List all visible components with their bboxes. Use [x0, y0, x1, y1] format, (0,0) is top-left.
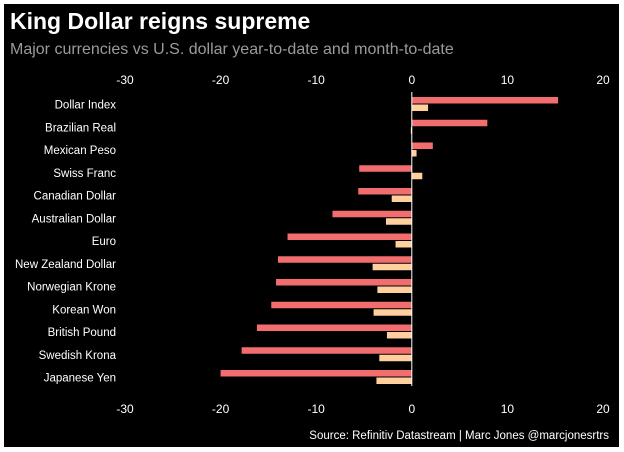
bottom-tick-label: -30: [116, 402, 134, 416]
category-label: Euro: [92, 236, 116, 248]
mtd-bar: [373, 309, 412, 316]
ytd-bar: [256, 324, 412, 331]
mtd-bar: [377, 286, 412, 293]
mtd-bar: [386, 332, 412, 339]
category-label: Swiss Franc: [53, 168, 116, 180]
bottom-tick-label: -10: [308, 402, 326, 416]
ytd-bar: [332, 210, 412, 218]
mtd-bar: [411, 150, 417, 157]
mtd-bar: [411, 172, 423, 180]
bars: [220, 97, 559, 384]
ytd-bar: [287, 233, 412, 240]
category-label: Dollar Index: [55, 100, 117, 112]
ytd-bar: [271, 301, 412, 309]
mtd-bar: [391, 195, 412, 202]
ytd-bar: [220, 370, 412, 377]
ytd-bar: [276, 279, 412, 286]
mtd-bar: [411, 104, 429, 111]
top-tick-label: -30: [116, 73, 134, 87]
category-label: Australian Dollar: [32, 213, 117, 225]
ytd-bar: [277, 256, 412, 263]
bottom-tick-label: -20: [212, 402, 230, 416]
mtd-bar: [372, 263, 412, 271]
ytd-bar: [411, 97, 559, 104]
bottom-tick-label: 20: [596, 402, 610, 416]
top-tick-label: -10: [308, 73, 326, 87]
chart-subtitle: Major currencies vs U.S. dollar year-to-…: [10, 41, 454, 58]
category-label: Mexican Peso: [44, 145, 116, 157]
source-note: Source: Refinitiv Datastream | Marc Jone…: [309, 430, 609, 442]
ytd-bar: [241, 347, 412, 354]
category-label: British Pound: [48, 327, 116, 339]
top-tick-label: 0: [408, 73, 415, 87]
category-label: Korean Won: [52, 304, 116, 316]
bottom-tick-label: 10: [501, 402, 515, 416]
ytd-bar: [358, 188, 412, 195]
ytd-bar: [359, 165, 412, 172]
top-axis-ticks: -30 -20 -10 0 10 20: [116, 73, 610, 87]
bottom-axis-ticks: -30 -20 -10 0 10 20: [116, 402, 610, 416]
ytd-bar: [411, 142, 433, 149]
top-tick-label: -20: [212, 73, 230, 87]
category-label: Japanese Yen: [44, 373, 116, 385]
category-label: Brazilian Real: [45, 122, 116, 134]
bar-chart: -30 -20 -10 0 10 20 -30 -20 -10 0 10 20 Dollar Ind…: [15, 73, 610, 416]
category-labels: Dollar Index Brazilian Real Mexican Peso Sw…: [15, 100, 117, 385]
top-tick-label: 10: [501, 73, 515, 87]
category-label: Canadian Dollar: [34, 191, 117, 203]
category-label: Swedish Krona: [39, 350, 117, 362]
chart-frame: King Dollar reigns supreme Major currenc…: [4, 4, 619, 447]
mtd-bar: [376, 377, 412, 384]
ytd-bar: [411, 119, 488, 127]
bottom-tick-label: 0: [408, 402, 415, 416]
chart-title: King Dollar reigns supreme: [10, 8, 311, 34]
category-label: Norwegian Krone: [27, 282, 116, 294]
top-tick-label: 20: [596, 73, 610, 87]
mtd-bar: [395, 241, 412, 248]
category-label: New Zealand Dollar: [15, 259, 116, 271]
mtd-bar: [379, 354, 412, 362]
mtd-bar: [385, 218, 412, 225]
